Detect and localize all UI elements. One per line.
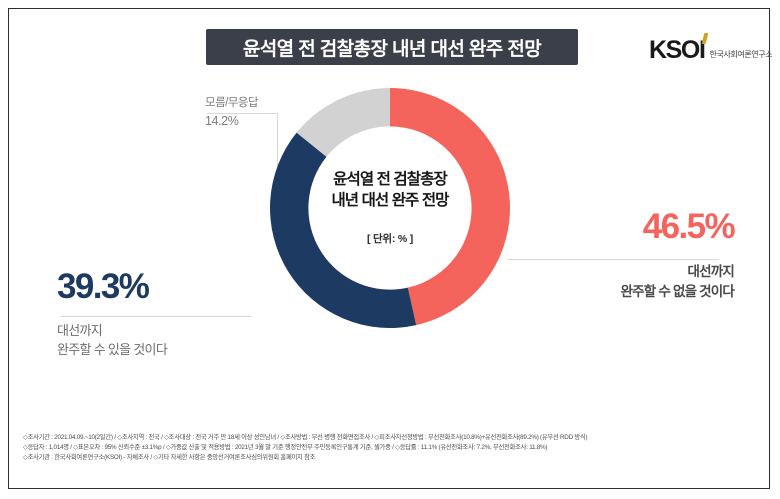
callout-yes-desc-line1: 대선까지 bbox=[57, 323, 103, 338]
callout-no-desc-line2: 완주할 수 없을 것이다 bbox=[620, 284, 735, 300]
callout-yes-value: 39.3% bbox=[57, 267, 150, 306]
callout-no-desc-line1: 대선까지 bbox=[687, 264, 735, 279]
callout-yes: 39.3% 대선까지 완주할 수 있을 것이다 bbox=[57, 269, 257, 360]
donut-slice-no bbox=[390, 88, 510, 326]
callout-dontknow-label: 모름/무응답 bbox=[205, 97, 259, 109]
logo-wordmark: KSOI bbox=[649, 33, 708, 64]
logo-accent-icon bbox=[701, 33, 708, 44]
callout-no-description: 대선까지 완주할 수 없을 것이다 bbox=[519, 262, 735, 303]
donut-slice-dontknow bbox=[296, 88, 390, 157]
ksoi-logo: KSOI 한국사회여론연구소 bbox=[649, 33, 773, 64]
callout-no-value: 46.5% bbox=[642, 207, 736, 246]
logo-letter-k: K bbox=[649, 36, 667, 64]
leader-line-left bbox=[61, 316, 251, 317]
donut-chart: 윤석열 전 검찰총장 내년 대선 완주 전망 [ 단위: % ] 모름/무응답 … bbox=[9, 69, 771, 429]
poll-infographic-card: 윤석열 전 검찰총장 내년 대선 완주 전망 KSOI 한국사회여론연구소 윤석… bbox=[8, 8, 773, 489]
page-title-bar: 윤석열 전 검찰총장 내년 대선 완주 전망 bbox=[206, 29, 578, 65]
callout-yes-desc-line2: 완주할 수 있을 것이다 bbox=[57, 341, 168, 357]
callout-no: 46.5% 대선까지 완주할 수 없을 것이다 bbox=[519, 207, 736, 303]
footnote-line-3: ◇조사기관 : 한국사회여론연구소(KSOI) - 자체조사 / ◇기타 자세한… bbox=[23, 454, 316, 462]
footnote-line-1: ◇조사기간 : 2021.04.09.~10(2일간) / ◇조사지역 : 전국… bbox=[23, 434, 588, 441]
donut-svg bbox=[270, 88, 510, 329]
callout-dontknow: 모름/무응답 14.2% bbox=[205, 95, 345, 131]
survey-methodology-footnote: ◇조사기간 : 2021.04.09.~10(2일간) / ◇조사지역 : 전국… bbox=[23, 433, 759, 464]
leader-line-right bbox=[507, 259, 719, 260]
footnote-line-2: ◇응답자 : 1,014명 / ◇표본오차 : 95% 신뢰수준 ±3.1%p … bbox=[23, 444, 548, 452]
leader-line-top-horizontal bbox=[207, 113, 278, 114]
leader-line-top-vertical bbox=[277, 113, 278, 167]
donut-slice-yes bbox=[270, 132, 417, 329]
logo-letters-soi: SOI bbox=[665, 36, 706, 64]
callout-yes-description: 대선까지 완주할 수 있을 것이다 bbox=[57, 322, 257, 360]
page-title: 윤석열 전 검찰총장 내년 대선 완주 전망 bbox=[242, 38, 542, 60]
logo-subtitle: 한국사회여론연구소 bbox=[709, 50, 773, 59]
callout-dontknow-value: 14.2% bbox=[205, 114, 239, 129]
